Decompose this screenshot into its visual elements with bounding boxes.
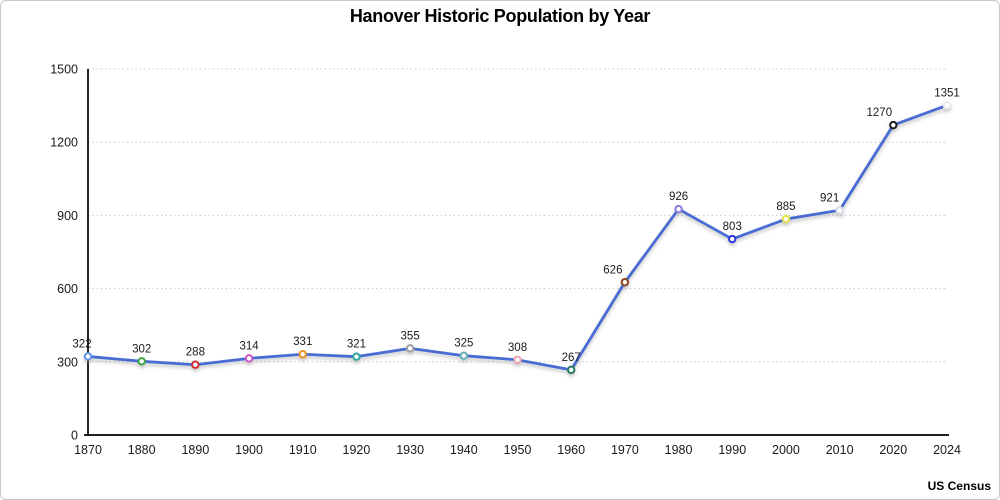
data-point-label: 322: [72, 338, 91, 350]
x-tick-label: 2000: [772, 443, 800, 457]
data-point-label: 325: [454, 338, 473, 350]
data-point-marker: [620, 278, 630, 287]
y-tick-label: 1200: [50, 136, 78, 150]
y-tick-label: 1500: [50, 63, 78, 77]
data-point-marker: [137, 357, 146, 366]
x-tick-label: 2010: [826, 443, 854, 457]
data-point-label: 1351: [934, 87, 960, 99]
y-tick-label: 300: [57, 355, 78, 369]
x-tick-label: 1970: [611, 443, 639, 457]
x-tick-label: 1900: [235, 443, 263, 457]
x-tick-label: 1930: [396, 443, 424, 457]
data-point-label: 926: [669, 191, 688, 203]
data-point-label: 1270: [867, 107, 893, 119]
data-point-label: 321: [347, 339, 366, 351]
data-point-marker: [513, 355, 522, 365]
data-point-marker: [298, 350, 307, 359]
y-tick-label: 0: [71, 429, 78, 443]
data-point-label: 803: [723, 221, 742, 233]
data-point-label: 355: [401, 330, 420, 342]
series-group: [83, 101, 952, 375]
y-tick-label: 900: [57, 209, 78, 223]
population-line: [86, 103, 949, 372]
data-point-label: 267: [562, 352, 581, 364]
x-tick-label: 1950: [504, 443, 532, 457]
data-point-label: 314: [239, 340, 259, 352]
data-point-marker: [244, 354, 254, 363]
data-point-marker: [191, 360, 200, 369]
data-point-marker: [83, 352, 93, 361]
x-tick-label: 1960: [557, 443, 585, 457]
data-point-label: 626: [603, 264, 622, 276]
x-tick-label: 1880: [128, 443, 156, 457]
data-point-label: 308: [508, 342, 527, 354]
x-tick-label: 1980: [665, 443, 693, 457]
data-point-marker: [781, 214, 791, 224]
x-tick-label: 1940: [450, 443, 478, 457]
x-tick-label: 1890: [181, 443, 209, 457]
data-point-label: 331: [293, 336, 312, 348]
data-point-label: 921: [820, 192, 839, 204]
x-tick-label: 1910: [289, 443, 317, 457]
data-point-marker: [459, 351, 469, 360]
data-point-marker: [566, 365, 576, 375]
source-label: US Census: [927, 479, 991, 493]
data-point-marker: [352, 352, 361, 361]
x-tick-label: 1920: [343, 443, 371, 457]
data-point-marker: [405, 344, 415, 353]
x-tick-label: 1870: [74, 443, 102, 457]
data-point-label: 288: [186, 347, 205, 359]
data-point-marker: [889, 120, 898, 130]
data-point-marker: [835, 206, 844, 215]
data-point-marker: [942, 101, 952, 110]
data-point-marker: [674, 204, 683, 214]
x-tick-label: 2024: [933, 443, 961, 457]
x-tick-label: 2020: [879, 443, 907, 457]
chart-title: Hanover Historic Population by Year: [349, 6, 651, 26]
data-point-label: 885: [776, 201, 795, 213]
y-tick-label: 600: [57, 282, 78, 296]
data-point-label: 302: [132, 343, 151, 355]
x-tick-label: 1990: [718, 443, 746, 457]
data-point-marker: [728, 234, 737, 244]
